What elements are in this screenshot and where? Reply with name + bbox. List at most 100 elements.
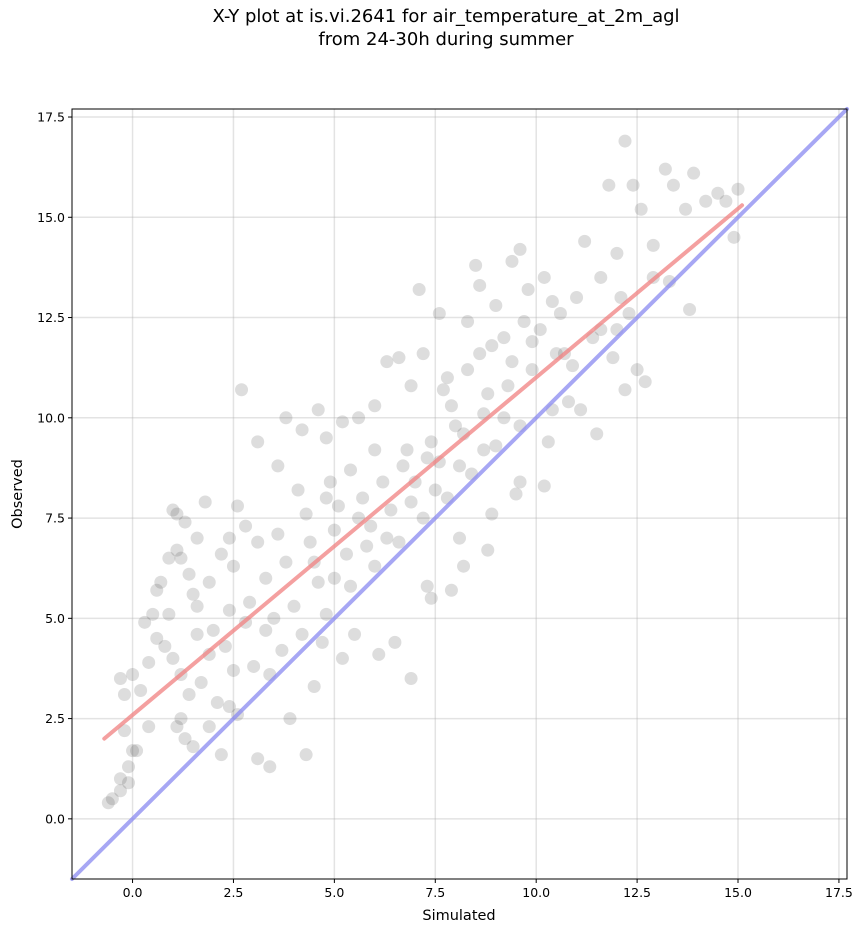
scatter-point	[279, 555, 293, 569]
scatter-point	[178, 732, 192, 746]
scatter-point	[727, 230, 741, 244]
scatter-point	[339, 547, 353, 561]
reference-line	[70, 107, 849, 881]
scatter-point	[134, 684, 148, 698]
scatter-point	[331, 499, 345, 513]
scatter-point	[638, 375, 652, 389]
scatter-point	[622, 307, 636, 321]
scatter-point	[311, 575, 325, 589]
scatter-point	[610, 246, 624, 260]
scatter-point	[174, 712, 188, 726]
scatter-point	[303, 535, 317, 549]
scatter-point	[658, 162, 672, 176]
scatter-point	[444, 399, 458, 413]
scatter-point	[202, 575, 216, 589]
scatter-point	[521, 282, 535, 296]
scatter-point	[360, 539, 374, 553]
y-tick-label: 0.0	[45, 811, 65, 826]
scatter-point	[251, 435, 265, 449]
scatter-point	[416, 511, 430, 525]
scatter-point	[404, 495, 418, 509]
x-tick-label: 5.0	[324, 885, 344, 900]
scatter-point	[259, 571, 273, 585]
scatter-point	[424, 435, 438, 449]
scatter-point	[481, 387, 495, 401]
scatter-point	[210, 696, 224, 710]
scatter-point	[614, 290, 628, 304]
scatter-point	[178, 515, 192, 529]
scatter-point	[214, 748, 228, 762]
reference-lines-layer	[70, 107, 849, 881]
scatter-point	[235, 383, 249, 397]
scatter-point	[731, 182, 745, 196]
scatter-point	[485, 507, 499, 521]
scatter-point	[267, 611, 281, 625]
x-tick-label: 2.5	[224, 885, 244, 900]
scatter-point	[190, 599, 204, 613]
scatter-point	[400, 443, 414, 457]
scatter-point	[618, 134, 632, 148]
scatter-point	[150, 631, 164, 645]
scatter-point	[537, 479, 551, 493]
x-tick-label: 17.5	[825, 885, 853, 900]
scatter-point	[142, 655, 156, 669]
scatter-point	[570, 290, 584, 304]
scatter-point	[469, 258, 483, 272]
scatter-point	[170, 507, 184, 521]
y-tick-label: 2.5	[45, 711, 65, 726]
scatter-point	[222, 700, 236, 714]
scatter-point	[263, 760, 277, 774]
scatter-point	[226, 663, 240, 677]
scatter-point	[117, 724, 131, 738]
scatter-point	[190, 627, 204, 641]
scatter-point	[166, 503, 180, 517]
scatter-point	[166, 651, 180, 665]
y-tick-label: 10.0	[37, 410, 65, 425]
scatter-point	[602, 178, 616, 192]
y-axis-label: Observed	[10, 459, 26, 529]
scatter-point	[251, 535, 265, 549]
scatter-point	[348, 627, 362, 641]
scatter-point	[440, 371, 454, 385]
scatter-point	[428, 483, 442, 497]
scatter-point	[541, 435, 555, 449]
chart-title-line: X-Y plot at is.vi.2641 for air_temperatu…	[212, 6, 680, 27]
scatter-point	[105, 792, 119, 806]
scatter-point	[368, 399, 382, 413]
y-tick-label: 15.0	[37, 210, 65, 225]
scatter-point	[392, 351, 406, 365]
scatter-point	[239, 519, 253, 533]
scatter-point	[271, 527, 285, 541]
scatter-point	[271, 459, 285, 473]
x-tick-label: 12.5	[623, 885, 651, 900]
scatter-point	[287, 599, 301, 613]
scatter-point	[545, 295, 559, 308]
scatter-point	[626, 178, 640, 192]
y-tick-label: 12.5	[37, 310, 65, 325]
scatter-point	[279, 411, 293, 425]
scatter-point	[505, 355, 519, 369]
scatter-point	[461, 315, 475, 329]
scatter-point	[182, 688, 196, 702]
scatter-point	[719, 194, 733, 208]
x-tick-label: 15.0	[724, 885, 752, 900]
scatter-point	[505, 254, 519, 268]
scatter-point	[335, 651, 349, 665]
scatter-point	[566, 359, 580, 373]
scatter-point	[699, 194, 713, 208]
scatter-point	[170, 543, 184, 557]
scatter-point	[444, 583, 458, 597]
scatter-point	[186, 587, 200, 601]
scatter-point	[711, 186, 725, 200]
scatter-point	[448, 419, 462, 433]
scatter-point	[126, 667, 140, 681]
scatter-point	[517, 315, 531, 329]
scatter-point	[461, 363, 475, 377]
scatter-point	[344, 463, 358, 477]
scatter-point	[101, 796, 115, 810]
scatter-point	[198, 495, 212, 509]
scatter-point	[574, 403, 588, 417]
grid-layer	[72, 109, 847, 879]
scatter-point	[130, 744, 144, 758]
scatter-point	[404, 379, 418, 393]
